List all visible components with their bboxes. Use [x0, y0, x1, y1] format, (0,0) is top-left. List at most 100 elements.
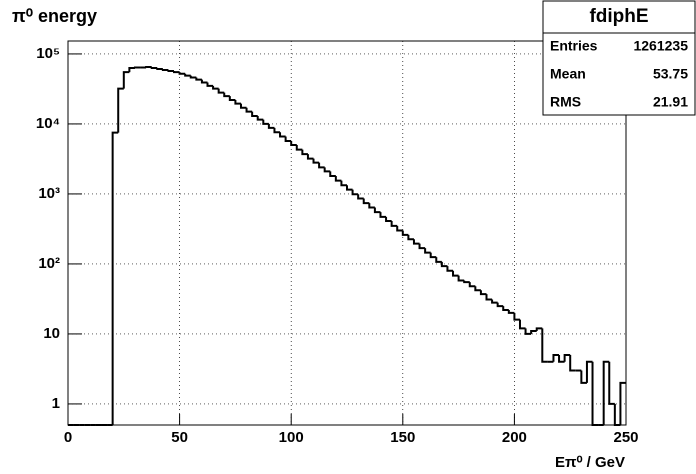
histogram-bin — [435, 257, 442, 263]
histogram-bin — [234, 99, 241, 105]
histogram-bin — [535, 327, 543, 332]
histogram-bin — [563, 354, 571, 362]
histogram-bin — [329, 171, 336, 178]
histogram-bin — [111, 131, 119, 425]
stats-frame — [542, 0, 696, 116]
histogram-bin — [217, 88, 225, 94]
histogram-bin — [479, 290, 487, 296]
histogram-bin — [306, 154, 314, 160]
x-tick-label: 250 — [613, 429, 638, 446]
stats-label: Entries — [550, 38, 598, 54]
histogram-bin — [262, 119, 269, 125]
histogram-bin — [128, 66, 135, 73]
histogram-bin — [569, 355, 576, 372]
histogram-bin — [200, 79, 208, 84]
x-tick-label: 200 — [502, 429, 527, 446]
histogram-bin — [362, 198, 370, 205]
stats-box: fdiphE Entries 1261235 Mean 53.75 RMS 21.91 — [542, 0, 696, 116]
histogram-bin — [173, 71, 180, 74]
histogram-bin — [602, 360, 610, 425]
x-tick-label: 100 — [279, 429, 304, 446]
histogram-bin — [256, 115, 264, 121]
stats-label: RMS — [550, 94, 581, 110]
x-axis-label: Eπ⁰ / GeV — [555, 454, 625, 471]
histogram-bin — [212, 85, 219, 90]
histogram-bin — [357, 194, 364, 200]
histogram-bin — [206, 82, 214, 87]
histogram-bin — [446, 266, 454, 272]
y-tick-label: 10⁴ — [36, 115, 60, 132]
histogram-bin — [251, 111, 258, 117]
histogram-bin — [284, 136, 292, 143]
histogram-bin — [167, 69, 175, 73]
y-tick-label: 10³ — [38, 185, 60, 202]
histogram-bin — [189, 75, 197, 79]
histogram-bin — [485, 294, 493, 301]
histogram-bin — [223, 92, 230, 98]
histogram-bin — [580, 370, 587, 384]
x-tick-label: 50 — [171, 429, 188, 446]
histogram-bin — [290, 141, 297, 146]
histogram-bin — [161, 68, 169, 71]
plot-frame — [67, 40, 627, 426]
histogram-bin — [390, 221, 398, 227]
histogram-bin — [468, 282, 476, 288]
stats-value: 21.91 — [653, 94, 688, 110]
histogram-bin — [340, 180, 347, 187]
histogram-bin — [424, 248, 431, 254]
histogram-bin — [346, 185, 353, 191]
histogram-bin — [117, 87, 124, 133]
histogram-bin — [178, 72, 186, 75]
histogram-bin — [418, 243, 426, 250]
histogram-bin — [228, 96, 236, 101]
histogram-bin — [463, 280, 470, 284]
histogram-bin — [452, 270, 459, 277]
histogram-bin — [524, 328, 532, 335]
histogram-bin — [407, 234, 414, 241]
histogram-bin — [502, 306, 509, 311]
histogram-bin — [373, 207, 381, 214]
histogram-bin — [385, 216, 392, 223]
stats-label: Mean — [550, 66, 586, 82]
histogram-bin — [474, 286, 481, 292]
histogram-bin — [301, 149, 308, 156]
stats-value: 53.75 — [653, 66, 688, 82]
histogram-bin — [440, 261, 448, 268]
histogram-bin — [156, 67, 163, 70]
histogram-bin — [379, 212, 387, 218]
histogram-bin — [323, 167, 331, 173]
histogram-bin — [184, 73, 191, 77]
histogram-bin — [312, 158, 320, 164]
histogram-bin — [457, 275, 465, 282]
histogram-bin — [518, 319, 526, 330]
histogram-bin — [619, 381, 626, 425]
histogram-bin — [552, 354, 560, 362]
histogram-bin — [496, 302, 504, 308]
histogram-bin — [368, 203, 375, 209]
histogram-bin — [401, 230, 409, 236]
histogram-bin — [507, 309, 515, 314]
histogram-bin — [613, 403, 621, 426]
histogram-bin — [396, 225, 403, 232]
histogram-bin — [245, 107, 253, 113]
histogram-bin — [279, 132, 286, 138]
y-tick-label: 10² — [38, 255, 60, 272]
histogram-bin — [558, 355, 565, 363]
x-tick-label: 150 — [390, 429, 415, 446]
y-tick-label: 1 — [52, 395, 60, 412]
histogram-bin — [273, 127, 281, 134]
histogram-bin — [585, 360, 593, 383]
x-tick-label: 0 — [64, 429, 72, 446]
y-tick-label: 10⁵ — [36, 45, 60, 62]
histogram-bin — [195, 77, 202, 81]
stats-title: fdiphE — [589, 6, 648, 27]
histogram-bin — [239, 103, 247, 109]
histogram-bin — [491, 299, 498, 304]
histogram-bin — [513, 312, 520, 321]
histogram-bin — [267, 123, 275, 129]
histogram-bin — [318, 162, 325, 169]
histogram-bin — [591, 361, 599, 426]
stats-value: 1261235 — [633, 38, 688, 54]
